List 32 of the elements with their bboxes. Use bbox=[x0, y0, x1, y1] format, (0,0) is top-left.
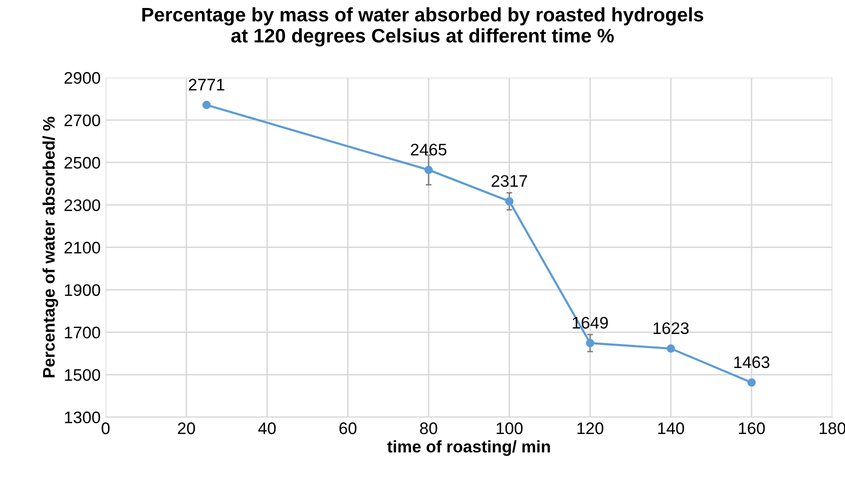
data-label: 2771 bbox=[188, 78, 224, 90]
x-tick-label: 100 bbox=[496, 422, 523, 434]
y-tick-label: 2100 bbox=[64, 242, 100, 254]
y-tick-label: 1900 bbox=[64, 284, 100, 296]
y-tick-label: 2700 bbox=[64, 114, 100, 126]
data-label: 1463 bbox=[734, 356, 770, 368]
y-axis-title: Percentage of water absorbed/ % bbox=[42, 116, 58, 378]
y-tick-label: 2500 bbox=[64, 156, 100, 169]
point bbox=[747, 378, 756, 387]
x-tick-label: 80 bbox=[420, 422, 438, 434]
point bbox=[586, 338, 594, 348]
point bbox=[202, 100, 211, 110]
y-tick-label: 1300 bbox=[64, 412, 100, 424]
x-tick-label: 40 bbox=[258, 422, 276, 434]
x-tick-label: 160 bbox=[738, 422, 765, 434]
point bbox=[424, 166, 433, 174]
x-tick-label: 0 bbox=[102, 422, 110, 434]
x-axis-title: time of roasting/ min bbox=[387, 440, 550, 456]
data-label: 2317 bbox=[492, 175, 528, 187]
point bbox=[666, 344, 676, 353]
x-tick-label: 140 bbox=[658, 422, 684, 434]
data-label: 2465 bbox=[410, 144, 446, 156]
point bbox=[505, 197, 514, 206]
x-tick-label: 60 bbox=[339, 422, 356, 434]
y-tick-label: 1500 bbox=[64, 369, 100, 381]
y-tick-label: 2300 bbox=[64, 199, 100, 212]
x-tick-label: 120 bbox=[577, 422, 604, 434]
chart-title: Percentage by mass of water absorbed by roasted hydrogels at 120 degrees Celsius at different time % bbox=[142, 7, 704, 47]
data-label: 1623 bbox=[654, 322, 689, 334]
y-tick-label: 1700 bbox=[64, 326, 100, 338]
x-tick-label: 20 bbox=[178, 422, 195, 434]
y-tick-label: 2900 bbox=[64, 72, 100, 84]
